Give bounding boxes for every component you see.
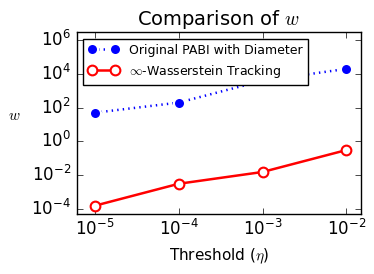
X-axis label: Threshold ($\eta$): Threshold ($\eta$)	[169, 246, 269, 266]
Y-axis label: $w$: $w$	[8, 108, 21, 123]
Line: Original PABI with Diameter: Original PABI with Diameter	[90, 63, 352, 118]
$\infty$-Wasserstein Tracking	[260, 170, 265, 174]
Line: $\infty$-Wasserstein Tracking: $\infty$-Wasserstein Tracking	[90, 145, 351, 210]
Original PABI with Diameter	[260, 79, 265, 82]
Legend: Original PABI with Diameter, $\infty$-Wasserstein Tracking: Original PABI with Diameter, $\infty$-Wa…	[83, 39, 308, 85]
Original PABI with Diameter	[177, 101, 181, 104]
$\infty$-Wasserstein Tracking	[344, 149, 349, 152]
Original PABI with Diameter	[344, 67, 349, 70]
Title: Comparison of $w$: Comparison of $w$	[137, 8, 300, 31]
$\infty$-Wasserstein Tracking	[177, 182, 181, 185]
$\infty$-Wasserstein Tracking	[93, 204, 97, 207]
Original PABI with Diameter	[93, 111, 97, 114]
